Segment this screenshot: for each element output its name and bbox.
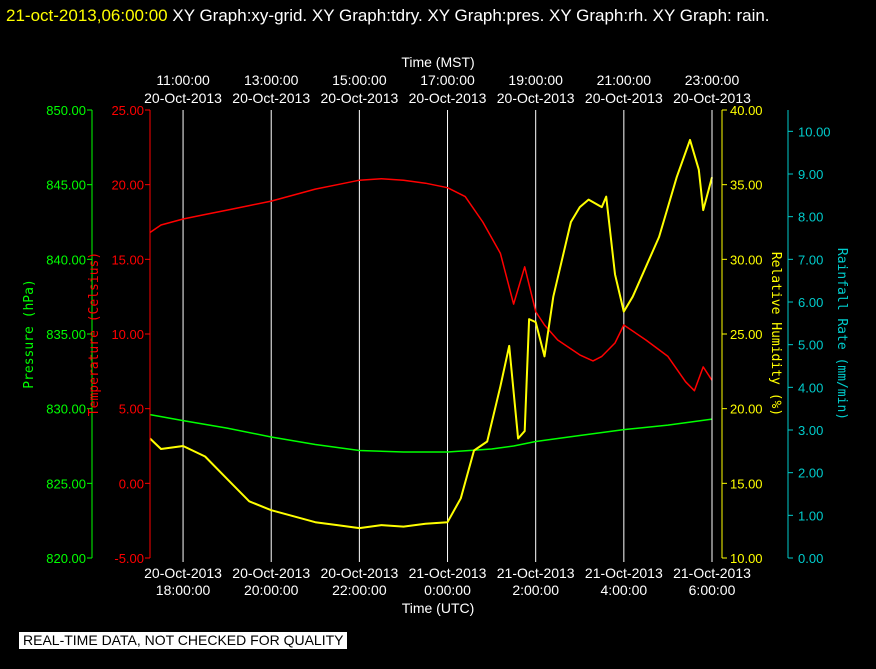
pressure-tick-label: 825.00 [46,476,86,491]
x-bottom-tick-time: 0:00:00 [424,582,471,598]
x-bottom-axis-label: Time (UTC) [402,600,475,616]
rain-tick-label: 0.00 [798,551,823,566]
x-top-tick-time: 21:00:00 [597,72,652,88]
grid-layer [182,110,713,558]
pressure-tick-label: 820.00 [46,551,86,566]
x-top-tick-time: 11:00:00 [156,72,210,88]
pressure-tick-label: 830.00 [46,402,86,417]
humidity-tick-label: 15.00 [730,476,763,491]
pressure-axis-title: Pressure (hPa) [22,279,37,389]
pressure-tick-label: 850.00 [46,103,86,118]
series-layer [149,138,713,530]
rain-tick-label: 8.00 [798,210,823,225]
x-bottom-tick-date: 21-Oct-2013 [409,565,487,581]
pressure-tick-label: 845.00 [46,178,86,193]
x-top-tick-date: 20-Oct-2013 [409,90,487,106]
qc-notice-banner: REAL-TIME DATA, NOT CHECKED FOR QUALITY [19,632,348,649]
humidity-tick-label: 30.00 [730,252,763,267]
humidity-tick-label: 40.00 [730,103,763,118]
rain-tick-label: 6.00 [798,295,823,310]
rain-tick-label: 9.00 [798,167,823,182]
x-bottom-tick-time: 20:00:00 [244,582,299,598]
x-bottom-tick-date: 21-Oct-2013 [585,565,663,581]
temperature-tick-label: 20.00 [111,178,144,193]
x-top-tick-date: 20-Oct-2013 [232,90,310,106]
rain-tick-label: 5.00 [798,338,823,353]
x-top-tick-time: 23:00:00 [685,72,740,88]
rain-tick-label: 7.00 [798,252,823,267]
rain-tick-label: 2.00 [798,466,823,481]
temperature-tick-label: 10.00 [111,327,144,342]
temperature-axis-title: Temperature (Celsius) [87,252,102,416]
humidity-series-line [149,138,713,530]
graph-list-label: XY Graph:xy-grid. XY Graph:tdry. XY Grap… [172,6,770,25]
chart-title-bar: 21-oct-2013,06:00:00 XY Graph:xy-grid. X… [6,2,866,30]
x-top-tick-time: 17:00:00 [420,72,475,88]
x-top-tick-date: 20-Oct-2013 [144,90,222,106]
humidity-tick-label: 25.00 [730,327,763,342]
pressure-series-line [149,413,713,453]
rain-tick-label: 10.00 [798,124,831,139]
label-layer: 20-Oct-201318:00:0020-Oct-201320:00:0020… [22,54,849,616]
x-top-tick-date: 20-Oct-2013 [320,90,398,106]
humidity-tick-label: 35.00 [730,178,763,193]
x-top-tick-date: 20-Oct-2013 [585,90,663,106]
temperature-tick-label: 25.00 [111,103,144,118]
x-bottom-tick-time: 4:00:00 [600,582,647,598]
x-bottom-tick-date: 20-Oct-2013 [144,565,222,581]
humidity-tick-label: 20.00 [730,402,763,417]
temperature-tick-label: 0.00 [119,476,144,491]
x-top-tick-time: 15:00:00 [332,72,387,88]
x-bottom-tick-time: 22:00:00 [332,582,387,598]
rain-axis-title: Rainfall Rate (mm/min) [834,248,849,420]
x-bottom-tick-date: 21-Oct-2013 [673,565,751,581]
x-top-tick-time: 19:00:00 [508,72,563,88]
rain-tick-label: 3.00 [798,423,823,438]
pressure-tick-label: 835.00 [46,327,86,342]
x-top-axis-label: Time (MST) [401,54,474,70]
x-bottom-tick-time: 2:00:00 [512,582,559,598]
rain-tick-label: 1.00 [798,508,823,523]
temperature-series-line [149,177,713,392]
x-top-tick-date: 20-Oct-2013 [673,90,751,106]
x-top-tick-time: 13:00:00 [244,72,299,88]
x-top-tick-date: 20-Oct-2013 [497,90,575,106]
axes-layer [87,109,793,562]
rain-tick-label: 4.00 [798,380,823,395]
x-bottom-tick-time: 18:00:00 [156,582,211,598]
humidity-tick-label: 10.00 [730,551,763,566]
x-bottom-tick-date: 20-Oct-2013 [320,565,398,581]
x-bottom-tick-date: 21-Oct-2013 [497,565,575,581]
temperature-tick-label: -5.00 [114,551,144,566]
humidity-axis-title: Relative Humidity (%) [768,252,783,416]
x-bottom-tick-time: 6:00:00 [689,582,736,598]
x-bottom-tick-date: 20-Oct-2013 [232,565,310,581]
temperature-tick-label: 15.00 [111,252,144,267]
temperature-tick-label: 5.00 [119,402,144,417]
pressure-tick-label: 840.00 [46,252,86,267]
timestamp-label: 21-oct-2013,06:00:00 [6,6,168,25]
